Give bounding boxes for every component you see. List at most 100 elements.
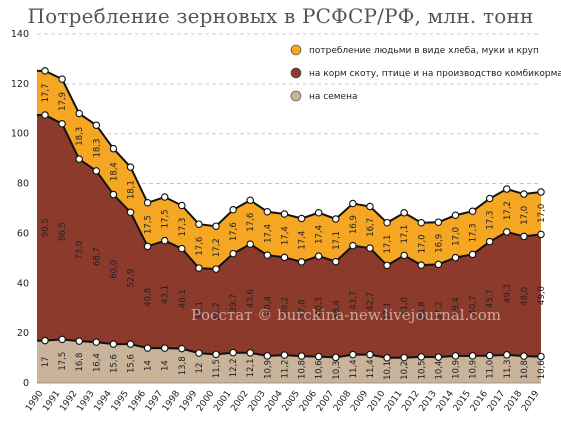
data-label: 18,4: [109, 162, 119, 181]
data-point: [41, 111, 49, 119]
data-point: [58, 119, 66, 128]
data-label: 11,4: [349, 359, 359, 378]
data-label: 10,3: [332, 361, 342, 380]
data-label: 37,8: [298, 299, 308, 318]
data-label: 17,7: [41, 83, 51, 102]
data-label: 17,4: [263, 224, 273, 243]
x-tick-label: 2003: [246, 389, 267, 413]
data-label: 15,6: [127, 354, 137, 373]
x-tick-label: 1990: [24, 389, 45, 414]
data-label: 10,4: [434, 361, 444, 380]
x-tick-label: 2009: [349, 389, 370, 414]
chart-title: Потребление зерновых в РСФСР/РФ, млн. то…: [27, 4, 534, 28]
y-tick-label: 20: [17, 328, 29, 339]
data-label: 17,4: [280, 226, 290, 245]
data-point: [263, 352, 272, 360]
data-point: [229, 205, 237, 214]
data-label: 13,8: [178, 356, 188, 375]
data-point: [366, 350, 374, 359]
data-point: [332, 353, 340, 362]
x-tick-label: 2007: [315, 389, 336, 413]
data-label: 17,2: [212, 238, 222, 257]
data-label: 17,5: [161, 209, 171, 228]
data-label: 40,7: [469, 296, 479, 315]
data-label: 11,2: [280, 360, 290, 379]
data-point: [280, 253, 289, 262]
data-point: [41, 67, 49, 75]
data-label: 10,2: [400, 361, 410, 380]
data-point: [280, 351, 289, 359]
data-point: [92, 167, 101, 175]
legend-label: на корм скоту, птице и на производство к…: [309, 69, 561, 79]
y-tick-label: 80: [17, 179, 29, 190]
data-point: [75, 109, 83, 118]
data-point: [485, 237, 494, 246]
data-point: [126, 208, 135, 216]
data-label: 10,6: [315, 360, 325, 379]
data-label: 17,5: [144, 215, 154, 234]
data-label: 34,1: [195, 301, 205, 320]
x-tick-label: 2013: [418, 389, 439, 413]
x-tick-label: 2002: [229, 389, 250, 413]
data-label: 11,0: [486, 360, 496, 379]
data-point: [520, 232, 528, 241]
x-tick-label: 2019: [520, 389, 541, 414]
legend-marker: [290, 44, 302, 56]
data-point: [109, 340, 118, 348]
data-label: 12,1: [246, 358, 256, 377]
data-point: [195, 349, 203, 357]
data-point: [178, 244, 186, 253]
x-tick-label: 1999: [178, 389, 199, 414]
data-point: [520, 352, 528, 360]
data-point: [58, 75, 66, 83]
data-point: [246, 349, 254, 357]
data-label: 17,6: [195, 237, 205, 256]
legend-marker: [290, 67, 302, 79]
data-label: 17,6: [246, 213, 256, 232]
x-tick-label: 2017: [486, 389, 507, 413]
data-label: 45,7: [486, 289, 496, 308]
data-label: 14: [161, 360, 171, 371]
data-point: [485, 351, 494, 360]
data-label: 40,4: [263, 296, 273, 315]
data-point: [417, 353, 426, 361]
data-point: [75, 337, 83, 345]
data-point: [195, 264, 203, 272]
y-tick-label: 100: [11, 129, 29, 140]
data-label: 17,1: [332, 231, 342, 250]
data-point: [349, 350, 357, 359]
data-point: [468, 352, 477, 360]
data-point: [126, 340, 135, 348]
data-label: 17,5: [58, 352, 68, 371]
data-point: [400, 251, 408, 260]
data-point: [332, 215, 340, 223]
data-point: [349, 241, 357, 250]
data-point: [212, 222, 220, 230]
x-tick-label: 1991: [41, 389, 62, 413]
data-label: 17,2: [503, 201, 513, 220]
y-tick-label: 140: [11, 29, 29, 40]
watermark-text: Росстат © burckina-new.livejournal.com: [191, 306, 501, 324]
data-point: [314, 352, 323, 361]
x-tick-label: 1995: [110, 389, 131, 413]
data-point: [485, 194, 494, 203]
x-tick-label: 2011: [383, 389, 404, 413]
data-point: [537, 188, 545, 196]
data-point: [451, 253, 460, 262]
data-point: [537, 230, 545, 239]
data-point: [75, 155, 83, 163]
data-label: 38,4: [332, 300, 342, 319]
legend-label: потребление людьми в виде хлеба, муки и …: [309, 46, 539, 56]
x-tick-label: 1997: [144, 389, 165, 413]
data-point: [314, 208, 323, 217]
data-point: [92, 338, 101, 346]
data-point: [246, 196, 254, 205]
x-tick-label: 1992: [58, 389, 79, 413]
data-label: 16,8: [75, 353, 85, 372]
data-point: [212, 350, 220, 359]
x-tick-label: 2004: [264, 389, 285, 414]
data-point: [178, 344, 186, 353]
data-label: 15,6: [109, 354, 119, 373]
data-label: 10,6: [537, 360, 547, 379]
